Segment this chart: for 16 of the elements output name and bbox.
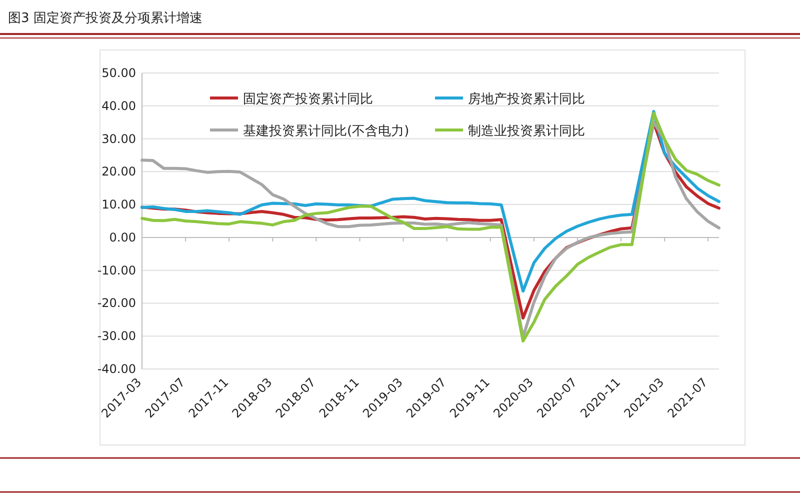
y-tick-label: 40.00 (102, 98, 136, 113)
y-tick-label: 50.00 (102, 66, 136, 80)
y-tick-label: -30.00 (97, 329, 136, 344)
legend-label: 基建投资累计同比(不含电力) (243, 124, 410, 139)
y-tick-label: 30.00 (102, 132, 136, 146)
y-tick-label: 20.00 (102, 164, 136, 179)
legend-label: 制造业投资累计同比 (468, 124, 585, 139)
y-tick-label: -40.00 (97, 362, 136, 376)
y-tick-label: -10.00 (97, 263, 136, 278)
chart-title: 图3 固定资产投资及分项累计增速 (8, 11, 202, 26)
legend-label: 房地产投资累计同比 (468, 91, 585, 107)
y-tick-label: 10.00 (102, 198, 136, 212)
y-tick-label: 0.00 (109, 230, 136, 244)
y-tick-label: -20.00 (97, 296, 136, 310)
line-series (140, 110, 720, 293)
legend-label: 固定资产投资累计同比 (243, 92, 373, 107)
